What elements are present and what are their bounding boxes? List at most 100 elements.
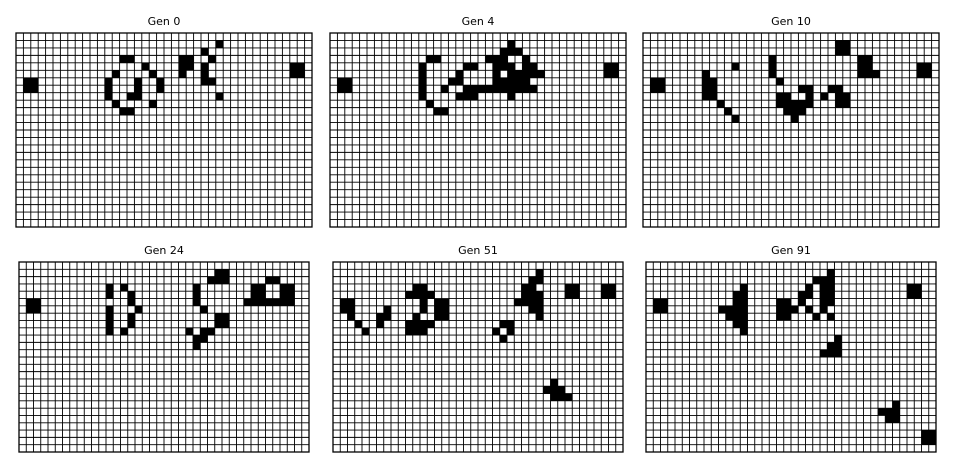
alive-cell <box>214 269 222 277</box>
alive-cell <box>344 77 353 86</box>
alive-cell <box>514 298 522 306</box>
alive-cell <box>412 283 420 292</box>
alive-cell <box>470 92 478 101</box>
alive-cell <box>135 305 143 314</box>
alive-cell <box>798 100 806 108</box>
alive-cell <box>805 100 814 108</box>
alive-cell <box>186 55 194 63</box>
alive-cell <box>104 85 113 93</box>
alive-cell <box>463 85 471 93</box>
grid-lines <box>15 32 313 228</box>
alive-cell <box>872 70 880 78</box>
alive-cell <box>178 62 187 71</box>
alive-cell <box>376 320 384 328</box>
alive-cell <box>127 313 135 321</box>
alive-cell <box>214 276 222 284</box>
panel-gen-10: Gen 10 <box>642 15 940 228</box>
alive-cell <box>420 305 428 314</box>
alive-cell <box>924 70 932 78</box>
alive-cell <box>820 305 828 314</box>
alive-cell <box>455 92 464 101</box>
alive-cell <box>106 313 114 321</box>
alive-cell <box>441 107 449 116</box>
alive-cell <box>112 70 120 78</box>
alive-cell <box>258 298 266 306</box>
alive-cell <box>820 298 828 306</box>
alive-cell <box>427 291 435 299</box>
alive-cell <box>603 70 612 78</box>
alive-cell <box>214 320 222 328</box>
alive-cell <box>127 320 135 328</box>
alive-cell <box>865 55 873 63</box>
alive-cell <box>193 342 201 350</box>
alive-cell <box>478 85 486 93</box>
alive-cell <box>791 305 799 314</box>
alive-cell <box>106 283 114 292</box>
grid-border <box>332 261 624 453</box>
alive-cell <box>23 85 31 93</box>
alive-cell <box>805 283 813 292</box>
panel-gen-91: Gen 91 <box>645 244 937 453</box>
alive-cell <box>550 386 558 394</box>
alive-cell <box>529 62 538 71</box>
alive-cell <box>522 70 530 78</box>
alive-cell <box>33 305 41 314</box>
alive-cell <box>768 70 777 78</box>
alive-cell <box>127 298 135 306</box>
alive-cell <box>857 55 865 63</box>
alive-cell <box>740 305 748 314</box>
life-grid <box>645 261 937 453</box>
alive-cell <box>412 320 420 328</box>
alive-cell <box>865 70 873 78</box>
alive-cell <box>434 305 442 314</box>
alive-cell <box>709 85 717 93</box>
alive-cell <box>536 276 544 284</box>
alive-cell <box>805 85 814 93</box>
alive-cell <box>251 283 259 292</box>
alive-cell <box>515 85 523 93</box>
alive-cell <box>572 283 580 292</box>
alive-cell <box>297 70 305 78</box>
alive-cell <box>572 291 580 299</box>
alive-cell <box>492 55 501 63</box>
alive-cell <box>820 291 828 299</box>
alive-cell <box>433 107 441 116</box>
alive-cell <box>907 291 915 299</box>
alive-cell <box>420 283 428 292</box>
alive-cell <box>740 313 748 321</box>
life-grid <box>18 261 310 453</box>
alive-cell <box>914 283 922 292</box>
alive-cell <box>287 291 295 299</box>
alive-cell <box>608 291 616 299</box>
alive-cell <box>528 283 536 292</box>
alive-cell <box>842 40 851 48</box>
alive-cell <box>215 92 224 101</box>
alive-cell <box>193 291 201 299</box>
alive-cell <box>405 320 413 328</box>
alive-cell <box>528 276 536 284</box>
alive-cell <box>200 305 208 314</box>
alive-cell <box>405 291 413 299</box>
alive-cell <box>857 70 865 78</box>
alive-cell <box>557 386 565 394</box>
life-grid <box>329 32 627 228</box>
alive-cell <box>507 92 515 101</box>
alive-cell <box>200 327 208 336</box>
panel-gen-4: Gen 4 <box>329 15 627 228</box>
alive-cell <box>207 276 215 284</box>
life-grid <box>642 32 940 228</box>
alive-cell <box>740 298 748 306</box>
alive-cell <box>835 47 843 56</box>
alive-cell <box>441 313 449 321</box>
alive-cell <box>885 415 893 423</box>
alive-cell <box>914 291 922 299</box>
alive-cell <box>23 77 31 86</box>
alive-cell <box>515 70 523 78</box>
alive-cell <box>337 85 345 93</box>
alive-cell <box>521 291 529 299</box>
grid-lines <box>642 32 940 228</box>
alive-cell <box>528 305 536 314</box>
alive-cell <box>134 77 142 86</box>
alive-cell <box>347 313 355 321</box>
grid-border <box>329 32 627 228</box>
